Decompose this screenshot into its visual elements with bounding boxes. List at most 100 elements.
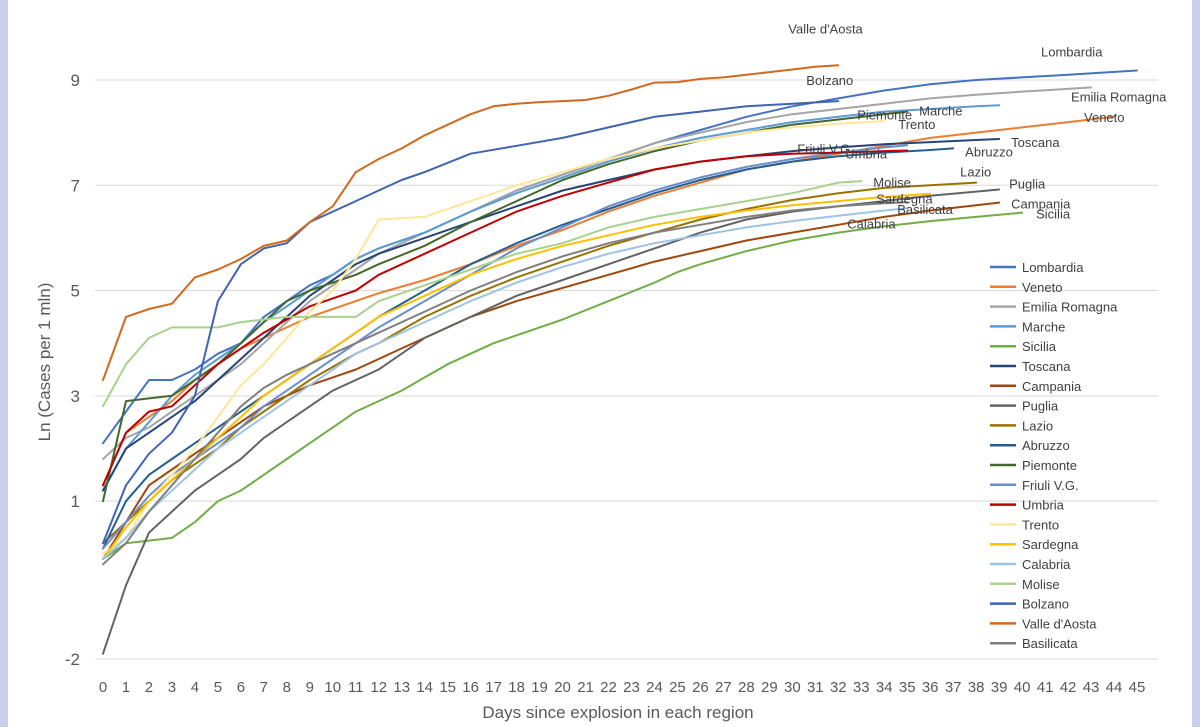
- legend-entry-label: Basilicata: [1022, 636, 1078, 651]
- x-tick-label: 16: [462, 679, 479, 696]
- x-tick-label: 15: [439, 679, 456, 696]
- legend-entry-label: Molise: [1022, 577, 1060, 592]
- y-axis-label: Ln (Cases per 1 mln): [35, 283, 54, 442]
- x-tick-label: 14: [416, 679, 433, 696]
- series-end-labels: Lombardia Veneto Emilia Romagna Marche Sicil…: [788, 21, 1167, 231]
- x-tick-label: 19: [531, 679, 548, 696]
- x-tick-label: 3: [168, 679, 176, 696]
- series-line-marche: [102, 104, 1001, 492]
- series-end-label: Abruzzo: [965, 144, 1013, 159]
- legend-entry-label: Sardegna: [1022, 537, 1079, 552]
- x-tick-label: 27: [715, 679, 732, 696]
- series-end-label: Trento: [898, 117, 935, 132]
- y-tick-label: 5: [71, 282, 80, 301]
- series-line-emilia-romagna: [102, 86, 1092, 460]
- series-line-valle-d-aosta: [102, 64, 840, 381]
- x-tick-label: 41: [1037, 679, 1054, 696]
- series-end-label: Valle d'Aosta: [788, 21, 863, 36]
- series-end-label: Basilicata: [897, 202, 953, 217]
- series-end-label: Sardegna: [876, 192, 933, 207]
- series-line-lombardia: [102, 69, 1138, 445]
- x-tick-label: 18: [508, 679, 525, 696]
- series-line-molise: [102, 180, 863, 408]
- series-end-label: Puglia: [1009, 176, 1046, 191]
- series-end-label: Sicilia: [1036, 207, 1071, 222]
- legend-entry-label: Abruzzo: [1022, 438, 1070, 453]
- y-tick-label: 7: [71, 176, 80, 195]
- series-lines: [102, 64, 1138, 655]
- series-end-label: Lombardia: [1041, 45, 1103, 60]
- series-end-label: Friuli V.G.: [797, 141, 854, 156]
- series-line-lazio: [102, 181, 978, 545]
- x-tick-label: 12: [370, 679, 387, 696]
- legend-entry-label: Veneto: [1022, 280, 1063, 295]
- x-tick-label: 20: [554, 679, 571, 696]
- y-tick-label: 9: [71, 71, 80, 90]
- series-line-sicilia: [102, 211, 1024, 560]
- x-tick-label: 8: [283, 679, 291, 696]
- x-tick-label: 43: [1083, 679, 1100, 696]
- x-tick-label: 10: [324, 679, 341, 696]
- legend: Lombardia Veneto Emilia Romagna Marche Sicil…: [990, 260, 1118, 651]
- legend-entry-label: Lombardia: [1022, 260, 1084, 275]
- chart-frame: -2 1 3 5 7 9 0 1 2 3 4 5 6 7 8 9 10 11 12 13 14 15 16 17 18 19 20…: [8, 0, 1192, 727]
- legend-entry-label: Lazio: [1022, 418, 1053, 433]
- legend-entry-label: Sicilia: [1022, 339, 1057, 354]
- series-line-toscana: [102, 138, 1001, 492]
- x-tick-label: 7: [260, 679, 268, 696]
- x-tick-label: 17: [485, 679, 502, 696]
- x-tick-label: 39: [991, 679, 1008, 696]
- y-tick-label: -2: [65, 650, 80, 669]
- x-tick-label: 32: [830, 679, 847, 696]
- series-end-label: Toscana: [1011, 135, 1060, 150]
- gridlines: [95, 79, 1158, 660]
- series-end-label: Campania: [1011, 197, 1071, 212]
- x-tick-label: 11: [348, 679, 364, 696]
- series-line-basilicata: [102, 201, 909, 566]
- x-tick-label: 44: [1106, 679, 1123, 696]
- x-tick-label: 34: [876, 679, 893, 696]
- series-end-label: Molise: [873, 175, 911, 190]
- x-tick-label: 25: [669, 679, 686, 696]
- x-tick-label: 37: [945, 679, 962, 696]
- series-line-campania: [102, 201, 1001, 560]
- series-end-label: Marche: [919, 103, 962, 118]
- series-end-label: Lazio: [960, 165, 991, 180]
- x-tick-label: 36: [922, 679, 939, 696]
- legend-entry-label: Marche: [1022, 319, 1065, 334]
- x-tick-label: 35: [899, 679, 916, 696]
- series-end-label: Piemonte: [857, 108, 912, 123]
- series-line-puglia: [102, 188, 1001, 655]
- x-tick-label: 2: [145, 679, 153, 696]
- x-tick-label: 0: [99, 679, 107, 696]
- x-tick-labels: 0 1 2 3 4 5 6 7 8 9 10 11 12 13 14 15 16 17 18 19 20 21 22 23 24…: [99, 679, 1146, 696]
- x-tick-label: 9: [306, 679, 314, 696]
- series-end-label: Bolzano: [806, 73, 853, 88]
- x-tick-label: 21: [577, 679, 594, 696]
- x-tick-label: 42: [1060, 679, 1077, 696]
- legend-entry-label: Piemonte: [1022, 458, 1077, 473]
- x-tick-label: 5: [214, 679, 222, 696]
- legend-entry-label: Umbria: [1022, 498, 1065, 513]
- legend-entry-label: Trento: [1022, 517, 1059, 532]
- x-tick-label: 13: [393, 679, 410, 696]
- series-end-label: Calabria: [847, 216, 896, 231]
- legend-entry-label: Puglia: [1022, 399, 1059, 414]
- x-tick-label: 1: [122, 679, 130, 696]
- legend-entry-label: Emilia Romagna: [1022, 300, 1118, 315]
- series-end-label: Emilia Romagna: [1071, 89, 1167, 104]
- x-tick-label: 24: [646, 679, 663, 696]
- y-tick-labels: -2 1 3 5 7 9: [65, 71, 80, 669]
- legend-entry-label: Bolzano: [1022, 597, 1069, 612]
- legend-entry-label: Calabria: [1022, 557, 1071, 572]
- series-end-label: Umbria: [845, 147, 888, 162]
- x-tick-label: 30: [784, 679, 801, 696]
- x-tick-label: 6: [237, 679, 245, 696]
- y-tick-label: 3: [71, 387, 80, 406]
- series-line-umbria: [102, 149, 909, 487]
- x-tick-label: 23: [623, 679, 640, 696]
- x-tick-label: 40: [1014, 679, 1031, 696]
- legend-entry-label: Campania: [1022, 379, 1082, 394]
- x-axis-label: Days since explosion in each region: [482, 703, 753, 722]
